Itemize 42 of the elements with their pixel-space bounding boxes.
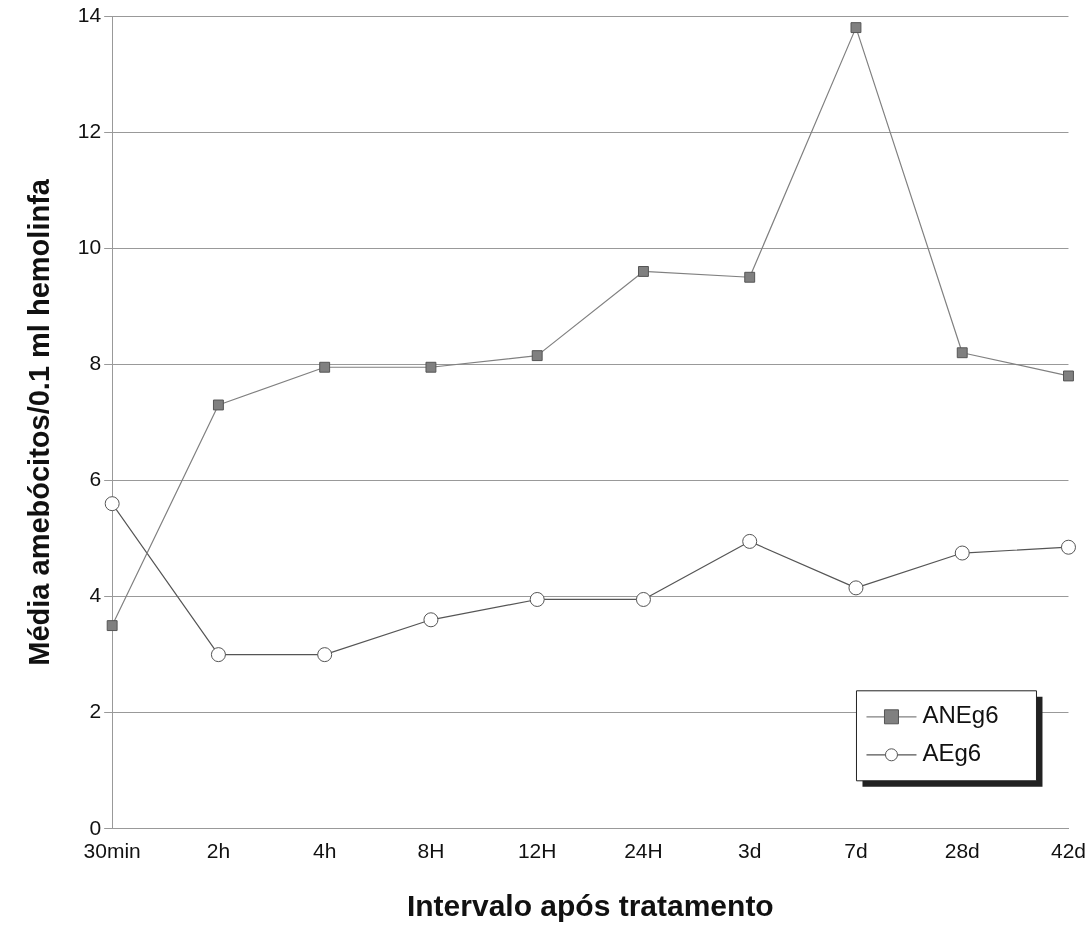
x-tick-label: 7d	[844, 839, 868, 863]
point	[848, 580, 864, 596]
y-tick-label: 12	[77, 118, 102, 142]
y-tick-label: 4	[89, 583, 102, 607]
point	[212, 399, 224, 411]
point	[531, 350, 543, 362]
point	[319, 361, 331, 373]
x-tick-label: 3d	[738, 839, 762, 863]
point	[104, 496, 120, 512]
point	[210, 647, 226, 663]
point	[106, 620, 118, 632]
point	[1063, 370, 1074, 382]
point	[956, 347, 968, 359]
x-tick-label: 30min	[83, 839, 141, 863]
point	[317, 647, 333, 663]
point	[423, 612, 439, 628]
x-tick-label: 28d	[944, 839, 980, 863]
y-tick-label: 6	[89, 467, 102, 491]
y-tick-label: 10	[77, 235, 102, 259]
x-tick-label: 2h	[206, 839, 231, 863]
point	[850, 22, 862, 34]
point	[954, 545, 970, 561]
point	[744, 271, 756, 283]
point	[1060, 539, 1076, 555]
point	[529, 591, 545, 607]
point	[635, 591, 651, 607]
x-tick-label: 42d	[1050, 839, 1086, 863]
point	[425, 361, 437, 373]
x-tick-label: 24H	[624, 839, 663, 863]
y-tick-label: 8	[89, 351, 102, 375]
point	[638, 266, 649, 277]
legend-label: AEg6	[922, 739, 982, 767]
legend-label: ANEg6	[922, 701, 999, 729]
x-axis-title: Intervalo após tratamento	[406, 889, 774, 923]
point	[742, 533, 758, 549]
y-axis-title: Média amebócitos/0.1 ml hemolinfa	[23, 178, 56, 666]
y-tick-label: 14	[77, 2, 102, 26]
x-tick-label: 4h	[312, 839, 337, 863]
y-tick-label: 0	[89, 815, 102, 839]
x-tick-label: 8H	[417, 839, 445, 863]
y-tick-label: 2	[89, 699, 102, 723]
x-tick-label: 12H	[517, 839, 557, 863]
